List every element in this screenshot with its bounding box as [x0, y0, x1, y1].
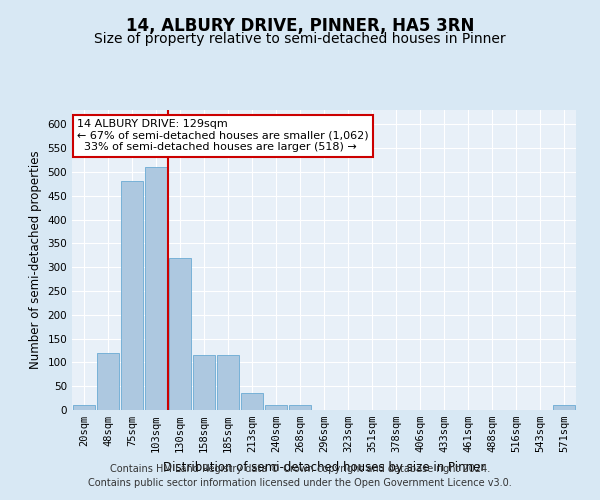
Bar: [145, 167, 167, 410]
Text: Size of property relative to semi-detached houses in Pinner: Size of property relative to semi-detach…: [94, 32, 506, 46]
Bar: [265, 405, 287, 410]
Y-axis label: Number of semi-detached properties: Number of semi-detached properties: [29, 150, 42, 370]
Text: Contains HM Land Registry data © Crown copyright and database right 2024.
Contai: Contains HM Land Registry data © Crown c…: [88, 464, 512, 487]
Bar: [553, 405, 575, 410]
Bar: [193, 355, 215, 410]
Bar: [217, 355, 239, 410]
Bar: [169, 258, 191, 410]
Bar: [73, 405, 95, 410]
Bar: [121, 182, 143, 410]
Bar: [289, 405, 311, 410]
Text: 14, ALBURY DRIVE, PINNER, HA5 3RN: 14, ALBURY DRIVE, PINNER, HA5 3RN: [126, 18, 474, 36]
Bar: [97, 353, 119, 410]
Bar: [241, 394, 263, 410]
Text: 14 ALBURY DRIVE: 129sqm
← 67% of semi-detached houses are smaller (1,062)
  33% : 14 ALBURY DRIVE: 129sqm ← 67% of semi-de…: [77, 119, 368, 152]
X-axis label: Distribution of semi-detached houses by size in Pinner: Distribution of semi-detached houses by …: [163, 460, 485, 473]
